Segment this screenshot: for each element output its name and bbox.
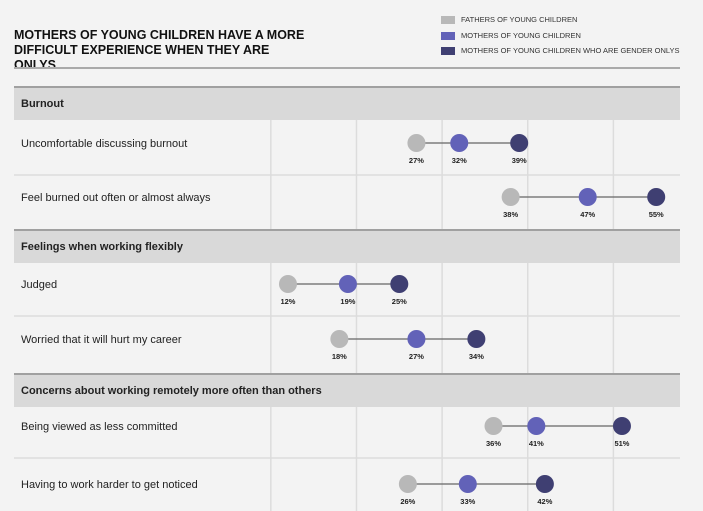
row-label: Having to work harder to get noticed (21, 479, 198, 491)
data-label: 42% (537, 497, 552, 506)
dot-mothers-onlys (647, 188, 666, 206)
data-label: 34% (469, 352, 484, 361)
dot-fathers (330, 330, 349, 348)
section-header-border (14, 229, 680, 231)
data-label: 12% (280, 297, 295, 306)
data-label: 19% (340, 297, 355, 306)
data-label: 26% (400, 497, 415, 506)
section-header (14, 86, 680, 120)
data-label: 36% (486, 439, 501, 448)
legend-item-mothers: MOTHERS OF YOUNG CHILDREN (441, 31, 581, 40)
data-label: 51% (614, 439, 629, 448)
legend-swatch (441, 15, 455, 24)
dot-fathers (278, 275, 297, 293)
section-header-border (14, 86, 680, 88)
section-title: Concerns about working remotely more oft… (21, 385, 322, 397)
dot-mothers-onlys (612, 417, 631, 435)
section-header (14, 229, 680, 263)
dot-mothers (458, 475, 477, 493)
dot-mothers (578, 188, 597, 206)
dot-fathers (501, 188, 520, 206)
row-label: Judged (21, 279, 57, 291)
legend-label: FATHERS OF YOUNG CHILDREN (461, 15, 578, 24)
data-label: 32% (452, 156, 467, 165)
data-label: 55% (649, 210, 664, 219)
section-header (14, 373, 680, 407)
row-label: Worried that it will hurt my career (21, 334, 182, 346)
data-label: 18% (332, 352, 347, 361)
data-label: 41% (529, 439, 544, 448)
dot-mothers (450, 134, 469, 152)
data-label: 47% (580, 210, 595, 219)
row-label: Feel burned out often or almost always (21, 192, 211, 204)
dot-mothers (407, 330, 426, 348)
dot-mothers-onlys (467, 330, 486, 348)
section-title: Feelings when working flexibly (21, 241, 184, 253)
data-label: 27% (409, 156, 424, 165)
row-label: Being viewed as less committed (21, 421, 178, 433)
data-label: 33% (460, 497, 475, 506)
legend-item-fathers: FATHERS OF YOUNG CHILDREN (441, 15, 577, 24)
dot-fathers (407, 134, 426, 152)
legend-swatch (441, 46, 455, 55)
data-label: 25% (392, 297, 407, 306)
section-title: Burnout (21, 98, 64, 110)
divider (14, 67, 680, 69)
legend-swatch (441, 31, 455, 40)
legend-item-mothers-onlys: MOTHERS OF YOUNG CHILDREN WHO ARE GENDER… (441, 46, 680, 55)
section-header-border (14, 373, 680, 375)
dot-mothers-onlys (390, 275, 409, 293)
legend-label: MOTHERS OF YOUNG CHILDREN (461, 31, 581, 40)
data-label: 27% (409, 352, 424, 361)
dot-fathers (484, 417, 503, 435)
data-label: 39% (512, 156, 527, 165)
dot-mothers (338, 275, 357, 293)
dot-fathers (398, 475, 417, 493)
dot-mothers-onlys (535, 475, 554, 493)
dot-mothers-onlys (510, 134, 529, 152)
row-label: Uncomfortable discussing burnout (21, 138, 187, 150)
legend-label: MOTHERS OF YOUNG CHILDREN WHO ARE GENDER… (461, 46, 680, 55)
dot-mothers (527, 417, 546, 435)
data-label: 38% (503, 210, 518, 219)
